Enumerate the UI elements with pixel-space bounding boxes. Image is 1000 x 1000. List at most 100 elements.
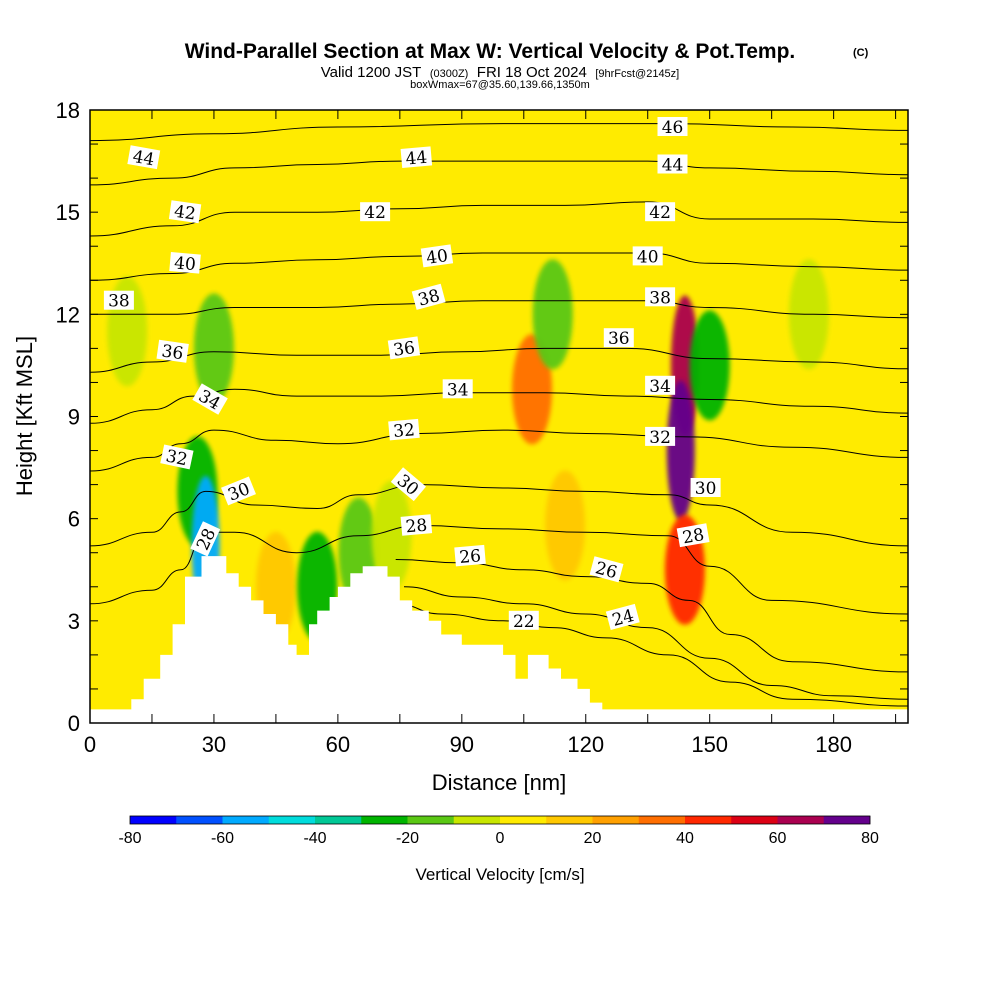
vv-feature (532, 259, 573, 370)
vv-feature (512, 334, 553, 445)
theta-contour-32 (90, 429, 908, 472)
y-tick-label: 6 (68, 507, 80, 532)
colorbar-segment (731, 816, 778, 824)
svg-text:32: 32 (649, 428, 671, 448)
svg-text:46: 46 (662, 118, 684, 138)
colorbar-tick-label: 40 (676, 830, 694, 847)
svg-text:40: 40 (173, 253, 196, 275)
colorbar-tick-label: -80 (118, 830, 141, 847)
contour-label: 44 (657, 154, 688, 176)
vv-feature (689, 310, 730, 421)
contour-label: 28 (190, 521, 220, 557)
colorbar-tick-label: 0 (496, 830, 505, 847)
contour-label: 30 (390, 467, 427, 502)
colorbar-segment (176, 816, 223, 824)
x-tick-label: 150 (691, 732, 728, 757)
valid-date: FRI 18 Oct 2024 (477, 64, 587, 81)
svg-text:26: 26 (459, 546, 482, 568)
svg-text:32: 32 (164, 446, 189, 470)
contour-label: 42 (168, 200, 202, 225)
y-tick-label: 9 (68, 405, 80, 430)
x-tick-label: 180 (815, 732, 852, 757)
contour-label: 38 (645, 287, 676, 308)
valid-utc: (0300Z) (430, 68, 469, 80)
y-tick-label: 12 (56, 302, 80, 327)
contour-label: 42 (360, 202, 391, 223)
colorbar-segment (823, 816, 871, 824)
svg-text:28: 28 (681, 525, 706, 548)
terrain-mask (90, 556, 908, 723)
colorbar-segment (777, 816, 825, 824)
svg-text:40: 40 (425, 246, 449, 269)
contour-label: 34 (442, 379, 473, 400)
colorbar-label: Vertical Velocity [cm/s] (415, 865, 584, 884)
contour-label: 36 (156, 339, 189, 364)
svg-text:42: 42 (364, 203, 386, 223)
colorbar-segment (361, 816, 408, 824)
vv-feature (666, 380, 695, 521)
colorbar-segment (268, 816, 316, 824)
theta-contour-36 (90, 347, 908, 373)
svg-text:38: 38 (108, 292, 130, 312)
svg-text:28: 28 (405, 516, 428, 538)
svg-text:44: 44 (662, 156, 684, 176)
contour-label: 40 (632, 246, 663, 267)
x-tick-label: 0 (84, 732, 96, 757)
svg-text:42: 42 (173, 202, 197, 225)
contour-label: 26 (454, 544, 486, 568)
box-wmax-info: boxWmax=67@35.60,139.66,1350m (410, 79, 590, 91)
contour-label: 22 (508, 610, 539, 632)
vv-feature (545, 470, 586, 581)
x-tick-label: 60 (326, 732, 350, 757)
contour-label: 36 (603, 328, 634, 349)
y-axis-label: Height [Kft MSL] (12, 336, 37, 496)
theta-contour-46 (90, 123, 908, 142)
theta-contour-26 (395, 559, 908, 673)
chart-title: Wind-Parallel Section at Max W: Vertical… (185, 40, 796, 63)
colorbar-tick-label: 60 (769, 830, 787, 847)
contour-label: 30 (690, 478, 721, 499)
svg-text:30: 30 (695, 479, 717, 499)
svg-text:44: 44 (405, 148, 428, 170)
copyright-mark: (C) (853, 47, 869, 59)
y-tick-label: 15 (56, 200, 80, 225)
theta-contour-42 (90, 201, 908, 237)
contour-label: 40 (420, 244, 454, 269)
colorbar-ticks: -80 -60 -40 -20 0 20 40 60 80 (118, 830, 879, 847)
contour-label: 44 (127, 145, 161, 170)
colorbar-tick-label: 80 (861, 830, 879, 847)
svg-text:34: 34 (447, 380, 469, 400)
contour-label: 32 (388, 418, 420, 442)
svg-text:32: 32 (392, 420, 415, 442)
colorbar (129, 815, 871, 825)
contour-label: 32 (645, 426, 676, 448)
contour-label: 42 (645, 202, 676, 223)
x-tick-label: 90 (450, 732, 474, 757)
contour-label: 34 (645, 375, 676, 397)
colorbar-segment (315, 816, 362, 824)
theta-contour-40 (90, 252, 908, 281)
svg-text:34: 34 (649, 377, 671, 397)
theta-contour-44 (90, 160, 908, 186)
svg-text:42: 42 (649, 203, 671, 223)
colorbar-tick-label: -60 (211, 830, 234, 847)
colorbar-segment (546, 816, 593, 824)
contour-label: 28 (676, 523, 710, 548)
chart-subtitle: Valid 1200 JST (0300Z) FRI 18 Oct 2024 [… (321, 64, 680, 81)
svg-text:38: 38 (649, 288, 671, 308)
x-axis-ticks: 0 30 60 90 120 150 180 (84, 110, 897, 757)
colorbar-segment (500, 816, 547, 824)
contour-label: 44 (400, 146, 433, 170)
contour-label: 32 (160, 444, 194, 470)
colorbar-tick-label: -40 (303, 830, 326, 847)
colorbar-segment (592, 816, 640, 824)
valid-time: Valid 1200 JST (321, 64, 422, 81)
theta-contour-22 (395, 603, 908, 707)
svg-text:22: 22 (513, 612, 535, 632)
colorbar-segment (453, 816, 501, 824)
x-axis-label: Distance [nm] (432, 770, 567, 795)
colorbar-segment (638, 816, 686, 824)
